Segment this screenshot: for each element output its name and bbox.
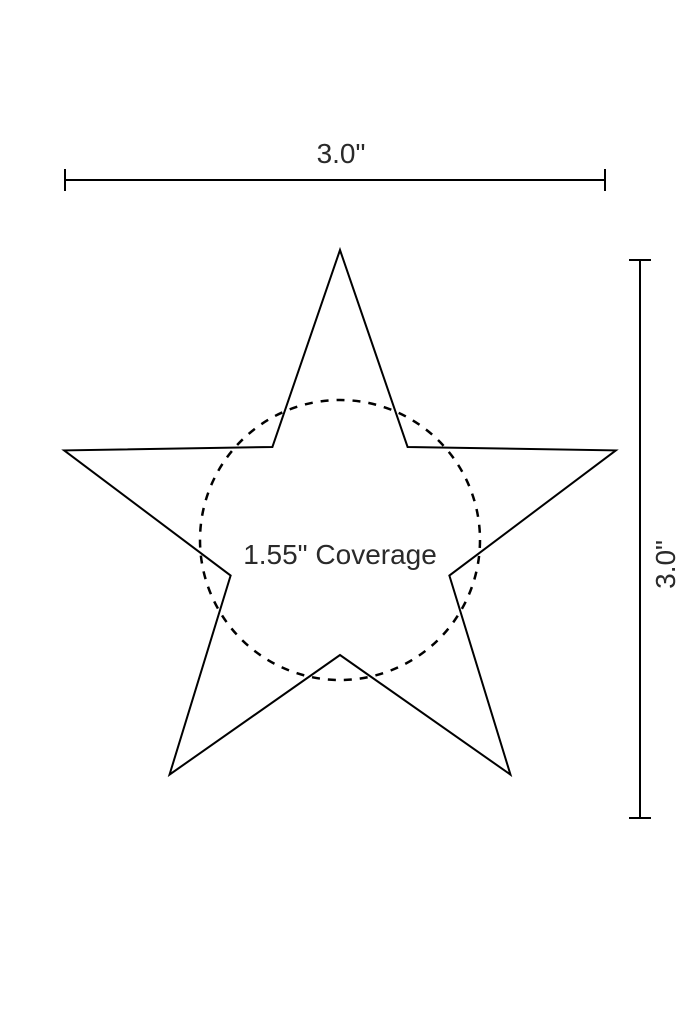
- coverage-label: 1.55" Coverage: [243, 539, 437, 571]
- right-dimension: [629, 260, 651, 818]
- diagram-container: 3.0" 3.0" 1.55" Coverage: [0, 0, 682, 1024]
- star-shape: [64, 250, 616, 775]
- height-dimension-label: 3.0": [650, 540, 682, 589]
- top-dimension: [65, 169, 605, 191]
- width-dimension-label: 3.0": [317, 138, 366, 170]
